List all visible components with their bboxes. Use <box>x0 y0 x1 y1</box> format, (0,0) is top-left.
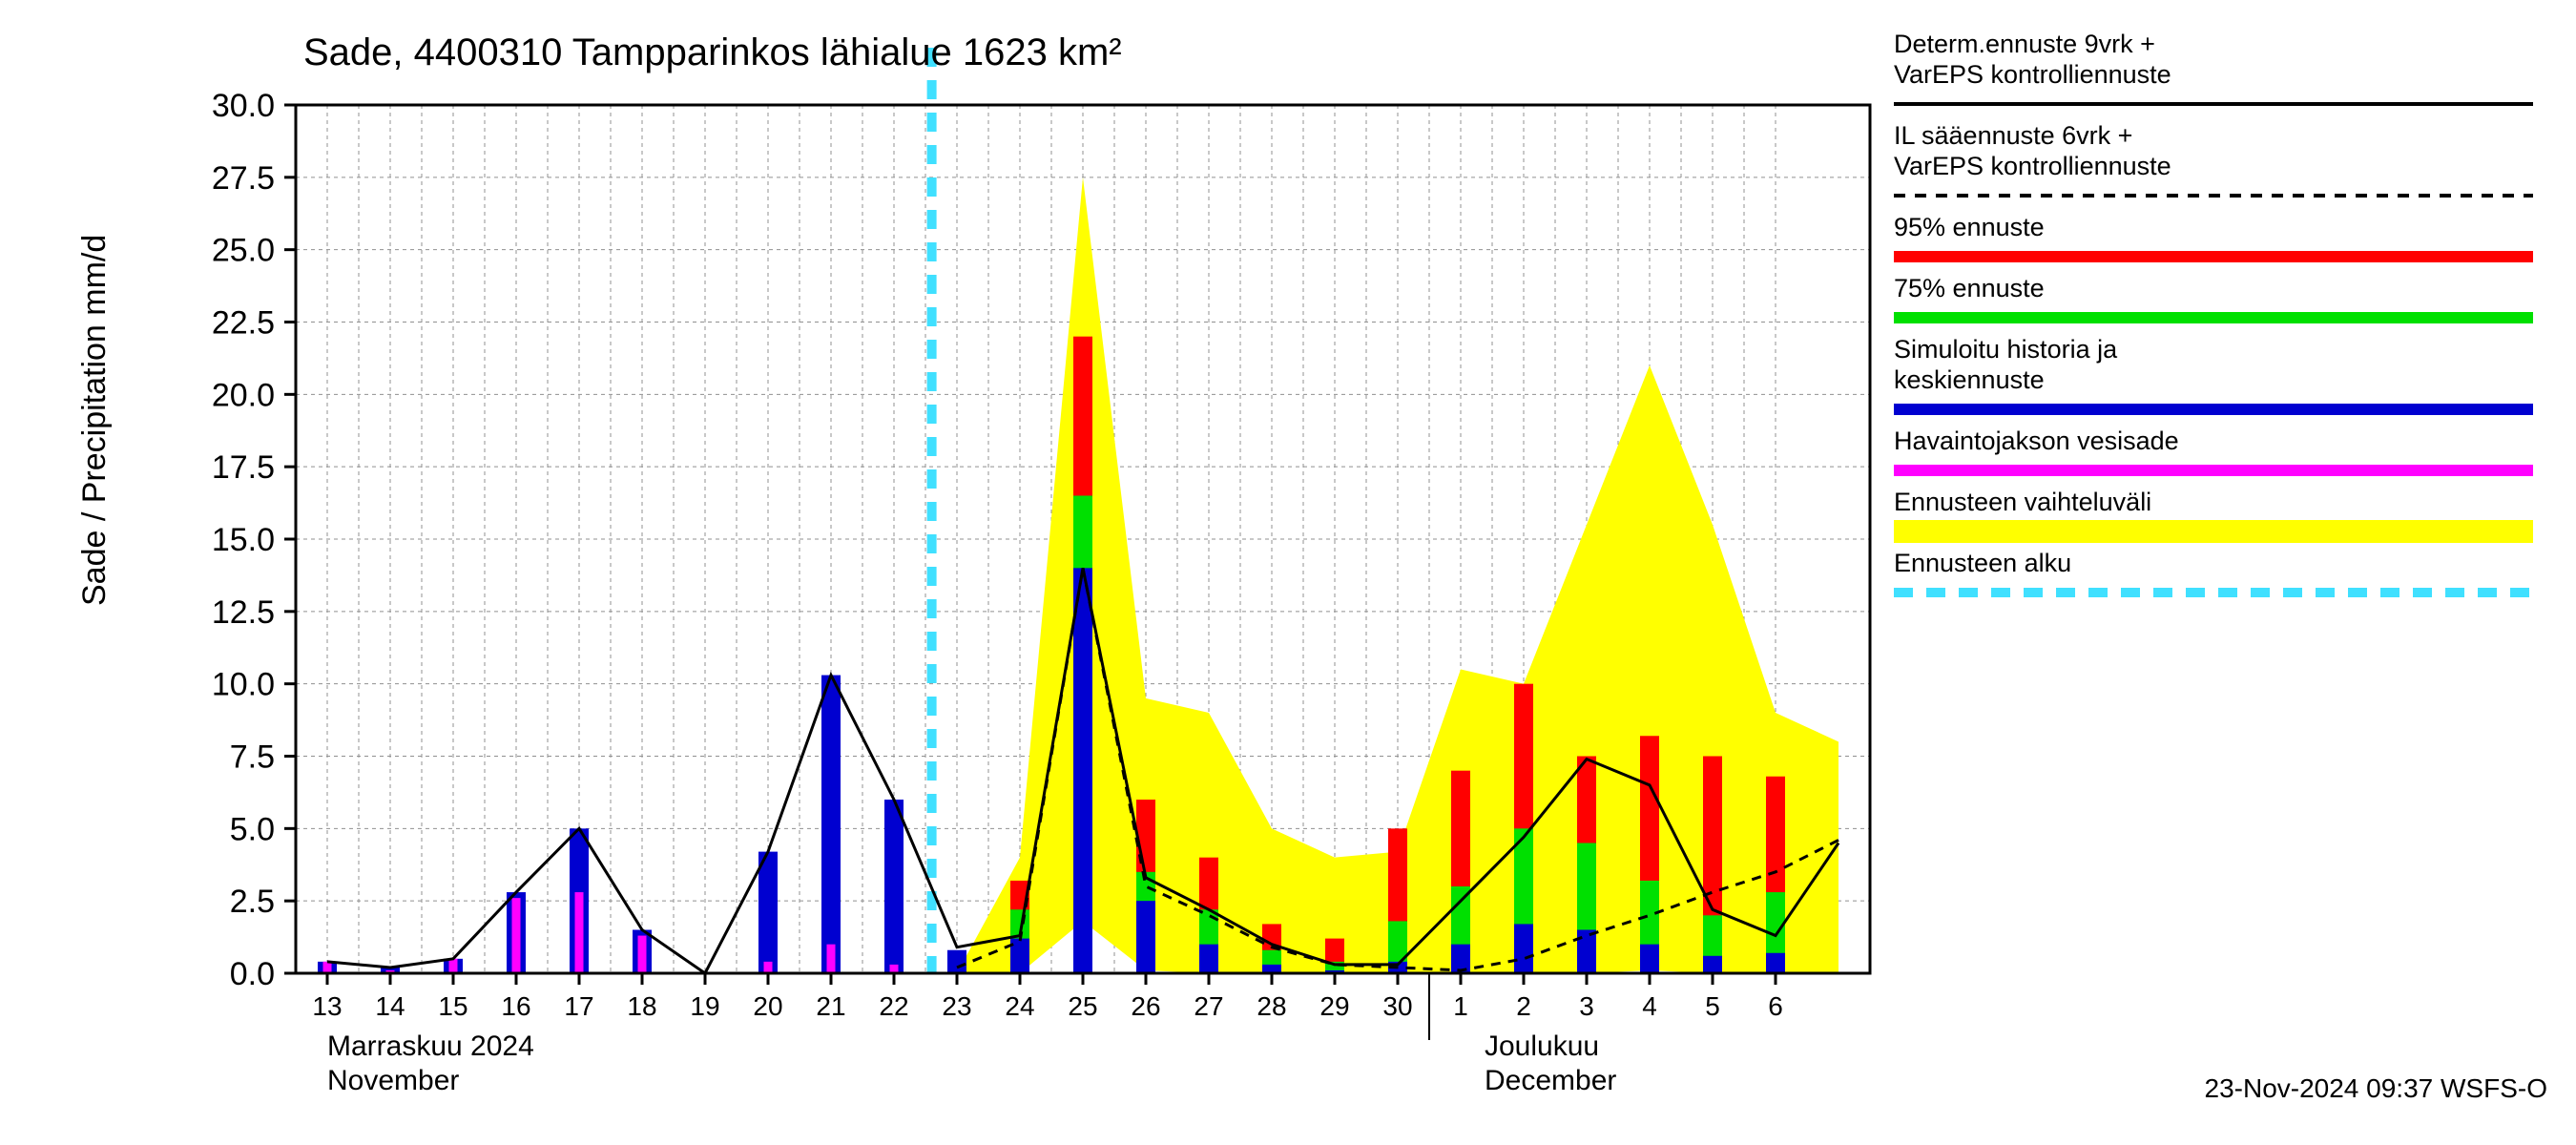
x-tick-label: 30 <box>1382 991 1412 1021</box>
x-tick-label: 3 <box>1579 991 1594 1021</box>
x-tick-label: 15 <box>438 991 467 1021</box>
x-tick-label: 6 <box>1768 991 1783 1021</box>
y-tick-label: 7.5 <box>230 739 275 776</box>
x-tick-label: 28 <box>1257 991 1286 1021</box>
legend-label: Simuloitu historia ja <box>1894 335 2118 364</box>
legend-label: Ennusteen alku <box>1894 549 2071 577</box>
x-tick-label: 27 <box>1194 991 1223 1021</box>
legend-label: VarEPS kontrolliennuste <box>1894 60 2171 89</box>
legend-label: Havaintojakson vesisade <box>1894 427 2179 455</box>
chart-svg: 0.0 2.5 5.0 7.5 10.0 12.5 15.0 17.5 20.0 22.5 25.0… <box>0 0 2576 1145</box>
legend-label: keskiennuste <box>1894 365 2045 394</box>
x-tick-label: 18 <box>627 991 656 1021</box>
y-axis-label: Sade / Precipitation mm/d <box>76 235 113 606</box>
month-label-fi: Joulukuu <box>1485 1030 1599 1062</box>
y-tick-label: 20.0 <box>212 377 275 413</box>
x-tick-label: 19 <box>690 991 719 1021</box>
timestamp: 23-Nov-2024 09:37 WSFS-O <box>2205 1073 2548 1103</box>
x-tick-label: 5 <box>1705 991 1720 1021</box>
legend-label: IL sääennuste 6vrk + <box>1894 121 2132 150</box>
y-tick-label: 22.5 <box>212 305 275 342</box>
legend-label: 75% ennuste <box>1894 274 2045 302</box>
x-tick-label: 2 <box>1516 991 1531 1021</box>
y-tick-label: 12.5 <box>212 594 275 631</box>
x-tick-label: 26 <box>1131 991 1160 1021</box>
chart-title: Sade, 4400310 Tampparinkos lähialue 1623… <box>303 31 1122 73</box>
legend-label: Ennusteen vaihteluväli <box>1894 488 2151 516</box>
x-tick-label: 23 <box>942 991 971 1021</box>
y-tick-label: 5.0 <box>230 811 275 847</box>
legend-label: 95% ennuste <box>1894 213 2045 241</box>
y-tick-label: 0.0 <box>230 956 275 992</box>
x-tick-label: 4 <box>1642 991 1657 1021</box>
precipitation-chart: 0.0 2.5 5.0 7.5 10.0 12.5 15.0 17.5 20.0 22.5 25.0… <box>0 0 2576 1145</box>
x-tick-label: 21 <box>816 991 845 1021</box>
x-tick-label: 29 <box>1319 991 1349 1021</box>
x-tick-label: 20 <box>753 991 782 1021</box>
x-tick-label: 25 <box>1068 991 1097 1021</box>
x-tick-label: 24 <box>1005 991 1034 1021</box>
x-tick-label: 14 <box>375 991 405 1021</box>
x-tick-label: 1 <box>1453 991 1468 1021</box>
month-label-en: December <box>1485 1065 1616 1096</box>
y-tick-label: 2.5 <box>230 884 275 920</box>
y-tick-label: 30.0 <box>212 88 275 124</box>
legend-label: VarEPS kontrolliennuste <box>1894 152 2171 180</box>
y-tick-label: 17.5 <box>212 449 275 486</box>
legend-label: Determ.ennuste 9vrk + <box>1894 30 2155 58</box>
y-tick-label: 25.0 <box>212 233 275 269</box>
y-tick-label: 10.0 <box>212 667 275 703</box>
month-label-en: November <box>327 1065 459 1096</box>
y-tick-label: 27.5 <box>212 160 275 197</box>
x-tick-label: 17 <box>564 991 593 1021</box>
x-tick-label: 16 <box>501 991 530 1021</box>
x-tick-label: 13 <box>312 991 342 1021</box>
month-label-fi: Marraskuu 2024 <box>327 1030 534 1062</box>
x-tick-label: 22 <box>879 991 908 1021</box>
y-tick-label: 15.0 <box>212 522 275 558</box>
